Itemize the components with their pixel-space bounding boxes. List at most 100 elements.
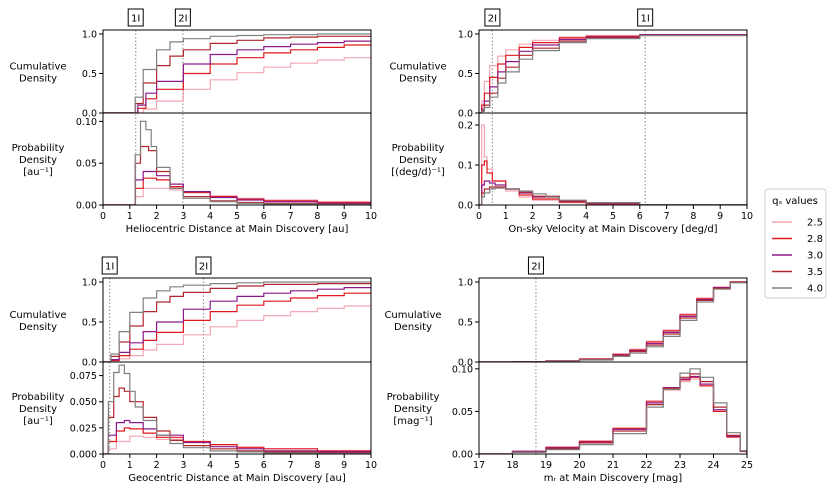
- marker-label-1I: 1I: [131, 14, 140, 25]
- xtick-label: 7: [288, 211, 294, 222]
- xtick-label: 4: [583, 211, 589, 222]
- cdf-y-label: Cumulative: [384, 310, 441, 321]
- cdf-series-4.0: [103, 281, 371, 362]
- cdf-ytick-label: 0.5: [458, 318, 473, 329]
- pdf-y-label: Probability: [12, 143, 65, 154]
- xtick-label: 18: [506, 460, 518, 471]
- marker-label-2I: 2I: [488, 14, 497, 25]
- marker-label-2I: 2I: [531, 262, 540, 273]
- xtick-label: 20: [573, 460, 585, 471]
- xtick-label: 6: [637, 211, 643, 222]
- pdf-y-label: Probability: [392, 143, 445, 154]
- xtick-label: 10: [365, 460, 377, 471]
- marker-box-2I: [484, 8, 501, 27]
- xtick-label: 9: [717, 211, 723, 222]
- xtick-label: 1: [127, 211, 133, 222]
- pdf-ytick-label: 0.1: [458, 161, 473, 172]
- cdf-series-2.8: [103, 291, 371, 362]
- xtick-label: 0: [100, 460, 106, 471]
- xtick-label: 22: [640, 460, 652, 471]
- cdf-series-4.0: [479, 34, 747, 113]
- x-axis-label: On-sky Velocity at Main Discovery [deg/d…: [508, 224, 717, 235]
- pdf-ytick-label: 0.000: [70, 450, 97, 461]
- marker-label-2I: 2I: [199, 262, 208, 273]
- pdf-ytick-label: 0.10: [452, 364, 473, 375]
- pdf-ytick-label: 0.10: [76, 117, 97, 128]
- cdf-y-label: Cumulative: [9, 310, 66, 321]
- chart-geo: 1I 2I 0.0 0.5 1.0 0.000 0.025 0.050 0.075 0 1 2 3 4 5 6…: [9, 256, 377, 484]
- pdf-y-label: [au⁻¹]: [23, 416, 53, 427]
- legend-label-2.5: 2.5: [807, 218, 823, 229]
- x-axis-label: Geocentric Distance at Main Discovery [a…: [128, 473, 346, 484]
- xtick-label: 17: [473, 460, 485, 471]
- xtick-label: 4: [207, 211, 213, 222]
- marker-label-2I: 2I: [178, 14, 187, 25]
- cdf-ytick-label: 0.0: [458, 109, 473, 120]
- cdf-series-2.5: [479, 34, 747, 113]
- marker-box-1I: [101, 256, 118, 275]
- xtick-label: 1: [503, 211, 509, 222]
- legend-frame: [764, 188, 827, 299]
- marker-box-1I: [127, 8, 144, 27]
- legend-label-2.8: 2.8: [807, 234, 823, 245]
- pdf-series-3.0: [479, 180, 747, 205]
- xtick-label: 3: [180, 460, 186, 471]
- marker-box-1I: [637, 8, 654, 27]
- cdf-ytick-label: 1.0: [82, 29, 97, 40]
- cdf-y-label: Cumulative: [9, 62, 66, 73]
- xtick-label: 9: [341, 211, 347, 222]
- cdf-y-label: Density: [19, 74, 57, 85]
- xtick-label: 4: [207, 460, 213, 471]
- chart-helio: 1I 2I 0.0 0.5 1.0 0.00 0.05 0.10 0 1 2 3 4 5 6 7 8 9 10 Hel…: [9, 8, 377, 235]
- pdf-ytick-label: 0.00: [76, 201, 97, 212]
- xtick-label: 10: [741, 211, 753, 222]
- pdf-y-label: Probability: [387, 392, 440, 403]
- pdf-y-label: [mag⁻¹]: [393, 416, 432, 427]
- cdf-frame: [478, 277, 748, 363]
- marker-box-2I: [527, 256, 544, 275]
- legend-title: qₛ values: [772, 196, 818, 207]
- cdf-series-3.5: [103, 35, 371, 113]
- cdf-y-label: Density: [19, 322, 57, 333]
- xtick-label: 0: [100, 211, 106, 222]
- pdf-series-2.8: [479, 160, 747, 205]
- pdf-ytick-label: 0.05: [76, 159, 97, 170]
- pdf-y-label: [au⁻¹]: [23, 167, 53, 178]
- xtick-label: 8: [690, 211, 696, 222]
- xtick-label: 9: [341, 460, 347, 471]
- pdf-ytick-label: 0.075: [70, 371, 97, 382]
- legend: qₛ values 2.5 2.8 3.0 3.5 4.0: [764, 188, 827, 299]
- pdf-y-label: Density: [399, 155, 437, 166]
- pdf-y-label: Density: [394, 404, 432, 415]
- cdf-y-label: Density: [394, 322, 432, 333]
- cdf-ytick-label: 0.0: [458, 358, 473, 369]
- xtick-label: 0: [476, 211, 482, 222]
- pdf-series-4.0: [479, 368, 747, 454]
- pdf-series-4.0: [479, 187, 747, 205]
- pdf-series-3.0: [103, 170, 371, 205]
- cdf-ytick-label: 0.0: [82, 109, 97, 120]
- xtick-label: 6: [261, 460, 267, 471]
- xtick-label: 8: [314, 211, 320, 222]
- xtick-label: 7: [664, 211, 670, 222]
- pdf-ytick-label: 0.05: [452, 407, 473, 418]
- cdf-ytick-label: 0.5: [458, 69, 473, 80]
- cdf-y-label: Density: [399, 74, 437, 85]
- cdf-ytick-label: 1.0: [458, 278, 473, 289]
- cdf-series-2.5: [103, 56, 371, 113]
- xtick-label: 8: [314, 460, 320, 471]
- cdf-series-3.0: [103, 286, 371, 362]
- marker-label-1I: 1I: [641, 14, 650, 25]
- pdf-ytick-label: 0.025: [70, 423, 97, 434]
- cdf-series-4.0: [103, 33, 371, 113]
- xtick-label: 10: [365, 211, 377, 222]
- pdf-ytick-label: 0.050: [70, 397, 97, 408]
- xtick-label: 2: [530, 211, 536, 222]
- cdf-ytick-label: 1.0: [82, 278, 97, 289]
- chart-magnitude: 2I 0.0 0.5 1.0 0.00 0.05 0.10 17 18 19 20 21 22 23 24 2…: [384, 256, 753, 484]
- xtick-label: 2: [154, 460, 160, 471]
- cdf-series-2.5: [103, 304, 371, 362]
- pdf-ytick-label: 0.2: [458, 121, 473, 132]
- cdf-series-2.5: [479, 281, 747, 362]
